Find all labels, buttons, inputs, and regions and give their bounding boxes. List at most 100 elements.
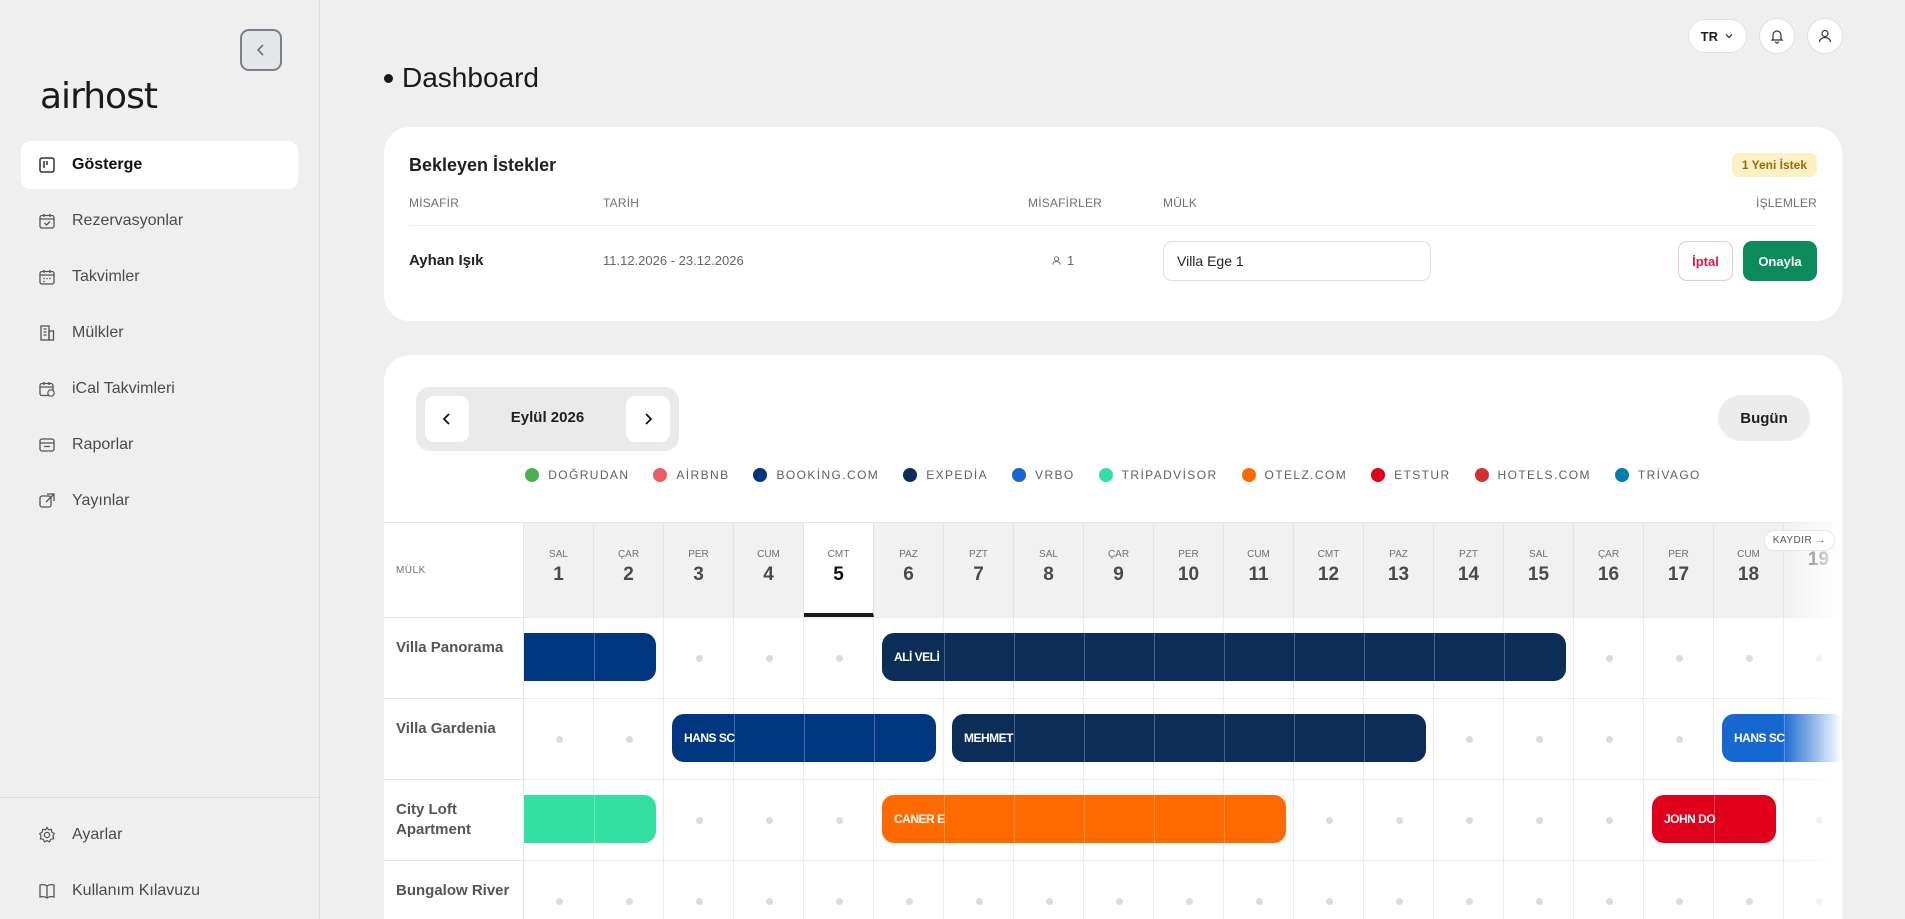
calendar-cell[interactable] — [1574, 779, 1644, 860]
calendar-cell[interactable] — [1224, 860, 1294, 919]
calendar-cell[interactable] — [1154, 860, 1224, 919]
calendar-cell[interactable] — [594, 779, 664, 860]
calendar-cell[interactable] — [944, 860, 1014, 919]
calendar-cell[interactable] — [1504, 617, 1574, 698]
calendar-cell[interactable] — [1504, 698, 1574, 779]
calendar-cell[interactable] — [1714, 860, 1784, 919]
availability-dot — [1395, 817, 1403, 824]
calendar-cell[interactable] — [1504, 860, 1574, 919]
day-number: 13 — [1387, 564, 1410, 585]
calendar-sync-icon — [37, 379, 57, 399]
cancel-button[interactable]: İptal — [1678, 241, 1733, 281]
calendar-cell[interactable] — [594, 860, 664, 919]
booking-bar[interactable]: CANER E — [882, 795, 1286, 843]
calendar-cell[interactable] — [664, 860, 734, 919]
day-header: ÇAR 2 — [594, 522, 664, 617]
next-month-button[interactable] — [626, 396, 670, 442]
day-of-week: CUM — [757, 549, 780, 560]
property-value: Villa Ege 1 — [1177, 253, 1244, 269]
calendar-cell[interactable] — [1504, 779, 1574, 860]
external-link-icon — [37, 491, 57, 511]
month-navigator: Eylül 2026 — [416, 387, 679, 451]
calendar-cell[interactable] — [734, 617, 804, 698]
col-guests: MİSAFİRLER — [1028, 196, 1103, 210]
calendar-cell[interactable] — [1714, 617, 1784, 698]
language-selector[interactable]: TR — [1687, 19, 1747, 53]
gear-icon — [37, 825, 57, 845]
calendar-cell[interactable] — [874, 698, 944, 779]
calendar-cell[interactable] — [524, 698, 594, 779]
sidebar-bottom-item-ayarlar[interactable]: Ayarlar — [21, 811, 299, 859]
day-separator — [1504, 633, 1505, 681]
calendar-cell[interactable] — [1434, 860, 1504, 919]
day-separator — [1014, 633, 1015, 681]
calendar-cell[interactable] — [1434, 698, 1504, 779]
approve-button[interactable]: Onayla — [1743, 241, 1817, 281]
sidebar-item-g-sterge[interactable]: Gösterge — [21, 141, 298, 189]
sidebar-item-rezervasyonlar[interactable]: Rezervasyonlar — [21, 197, 298, 245]
calendar-cell[interactable] — [1294, 779, 1364, 860]
page-title: Dashboard — [384, 62, 539, 94]
booking-bar[interactable]: JOHN DO — [1652, 795, 1776, 843]
calendar-icon — [37, 267, 57, 287]
day-header: SAL 15 — [1504, 522, 1574, 617]
profile-button[interactable] — [1807, 18, 1843, 54]
calendar-cell[interactable] — [1364, 860, 1434, 919]
today-button[interactable]: Bugün — [1718, 395, 1810, 441]
availability-dot — [1605, 736, 1613, 743]
property-select[interactable]: Villa Ege 1 — [1163, 241, 1431, 281]
calendar-cell[interactable] — [1434, 779, 1504, 860]
calendar-cell[interactable] — [1014, 860, 1084, 919]
calendar-cell[interactable] — [664, 617, 734, 698]
collapse-sidebar-button[interactable] — [240, 29, 282, 71]
calendar-cell[interactable] — [804, 779, 874, 860]
day-header: CMT 12 — [1294, 522, 1364, 617]
calendar-cell[interactable] — [1224, 779, 1294, 860]
sidebar-item-m-lkler[interactable]: Mülkler — [21, 309, 298, 357]
calendar-cell[interactable] — [594, 617, 664, 698]
scroll-hint[interactable]: KAYDIR → — [1763, 530, 1835, 551]
sidebar-item-raporlar[interactable]: Raporlar — [21, 421, 298, 469]
calendar-cell[interactable] — [804, 617, 874, 698]
calendar-cell[interactable] — [1084, 860, 1154, 919]
legend-label: OTELZ.COM — [1264, 468, 1348, 482]
booking-bar[interactable]: HANS SC — [672, 714, 936, 762]
calendar-cell[interactable] — [1574, 617, 1644, 698]
calendar-cell[interactable] — [1574, 860, 1644, 919]
day-header: PZT 14 — [1434, 522, 1504, 617]
prev-month-button[interactable] — [425, 396, 469, 442]
sidebar-item-yay-nlar[interactable]: Yayınlar — [21, 477, 298, 525]
calendar-cell[interactable] — [1644, 617, 1714, 698]
booking-bar[interactable] — [524, 633, 656, 681]
calendar-cell[interactable] — [804, 860, 874, 919]
user-icon — [1052, 256, 1061, 265]
booking-bar[interactable] — [524, 795, 656, 843]
calendar-cell[interactable] — [1644, 860, 1714, 919]
calendar-cell[interactable] — [524, 860, 594, 919]
month-label: Eylül 2026 — [510, 409, 585, 426]
calendar-cell[interactable] — [664, 779, 734, 860]
calendar-cell[interactable] — [1364, 698, 1434, 779]
legend-item: HOTELS.COM — [1474, 468, 1591, 482]
property-row-label: City Loft Apartment — [384, 779, 524, 860]
booking-bar[interactable]: MEHMET — [952, 714, 1426, 762]
pending-requests-card: Bekleyen İstekler 1 Yeni İstek MİSAFİR T… — [384, 127, 1842, 321]
sidebar-item-takvimler[interactable]: Takvimler — [21, 253, 298, 301]
notifications-button[interactable] — [1759, 18, 1795, 54]
sidebar-bottom-item-kullan-m-k-lavuzu[interactable]: Kullanım Kılavuzu — [21, 867, 299, 915]
sidebar-item-ical-takvimleri[interactable]: iCal Takvimleri — [21, 365, 298, 413]
day-of-week: SAL — [1039, 549, 1058, 560]
calendar-cell[interactable] — [734, 860, 804, 919]
col-actions: İŞLEMLER — [1756, 196, 1817, 210]
property-row-label: Villa Gardenia — [384, 698, 524, 779]
calendar-cell[interactable] — [734, 779, 804, 860]
legend-label: VRBO — [1035, 468, 1075, 482]
col-date: TARİH — [603, 196, 640, 210]
calendar-cell[interactable] — [874, 860, 944, 919]
calendar-cell[interactable] — [1364, 779, 1434, 860]
booking-bar[interactable]: ALİ VELİ — [882, 633, 1566, 681]
calendar-cell[interactable] — [1644, 698, 1714, 779]
calendar-cell[interactable] — [594, 698, 664, 779]
calendar-cell[interactable] — [1294, 860, 1364, 919]
calendar-cell[interactable] — [1574, 698, 1644, 779]
